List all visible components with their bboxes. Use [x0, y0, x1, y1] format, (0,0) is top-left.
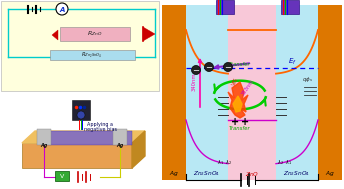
Bar [50, 50, 135, 60]
Bar [186, 5, 228, 180]
Circle shape [77, 111, 85, 119]
Text: Ag: Ag [116, 143, 123, 147]
Bar [162, 5, 186, 180]
Polygon shape [228, 82, 248, 118]
Text: $\lambda_1$: $\lambda_1$ [284, 159, 291, 167]
Circle shape [224, 63, 233, 71]
Bar [276, 5, 318, 180]
Text: Ag: Ag [40, 143, 47, 147]
Text: $R_{ZnO}$: $R_{ZnO}$ [87, 29, 103, 38]
Text: $ZnO$: $ZnO$ [245, 170, 259, 178]
Bar [113, 129, 127, 145]
Bar [22, 143, 132, 168]
Text: $\lambda_1$: $\lambda_1$ [216, 159, 224, 167]
Text: Applying a
negative bias: Applying a negative bias [84, 122, 117, 132]
Text: $R_{Zn_2SnO_4}$: $R_{Zn_2SnO_4}$ [81, 50, 103, 60]
Bar [60, 27, 130, 41]
Text: +: + [241, 117, 249, 127]
Polygon shape [143, 27, 155, 41]
Text: $q\phi_s$: $q\phi_s$ [302, 75, 313, 84]
Circle shape [56, 3, 68, 15]
Text: $Ag$: $Ag$ [325, 170, 335, 178]
Bar [55, 171, 69, 181]
Polygon shape [233, 96, 242, 112]
Bar [216, 0, 234, 14]
Text: $E_f$: $E_f$ [288, 57, 297, 67]
Text: $\lambda_2$: $\lambda_2$ [225, 159, 232, 167]
Text: Transfer: Transfer [229, 125, 251, 130]
Text: A: A [59, 6, 65, 12]
Text: 340nm: 340nm [192, 73, 196, 91]
Bar [1, 1, 159, 91]
Circle shape [192, 66, 201, 74]
Text: V: V [60, 174, 64, 178]
Bar [228, 5, 318, 180]
Polygon shape [22, 131, 145, 143]
Circle shape [204, 63, 214, 71]
Text: $Zn_2SnO_4$: $Zn_2SnO_4$ [193, 170, 221, 178]
Text: −: − [205, 63, 213, 72]
Text: Transfer: Transfer [229, 61, 251, 67]
Text: $\lambda_2$: $\lambda_2$ [277, 159, 283, 167]
Text: $Zn_2SnO_4$: $Zn_2SnO_4$ [283, 170, 311, 178]
Bar [281, 0, 299, 14]
Bar [318, 5, 342, 180]
Text: +: + [231, 117, 239, 127]
Text: VIS: VIS [231, 77, 239, 87]
Text: 383nm: 383nm [241, 79, 255, 97]
Bar [42, 131, 132, 145]
Text: $Ag$: $Ag$ [169, 170, 179, 178]
Text: −: − [193, 66, 200, 75]
Polygon shape [132, 131, 145, 168]
Bar [37, 129, 51, 145]
Bar [72, 100, 90, 120]
Polygon shape [52, 30, 58, 40]
Text: −: − [225, 63, 232, 72]
